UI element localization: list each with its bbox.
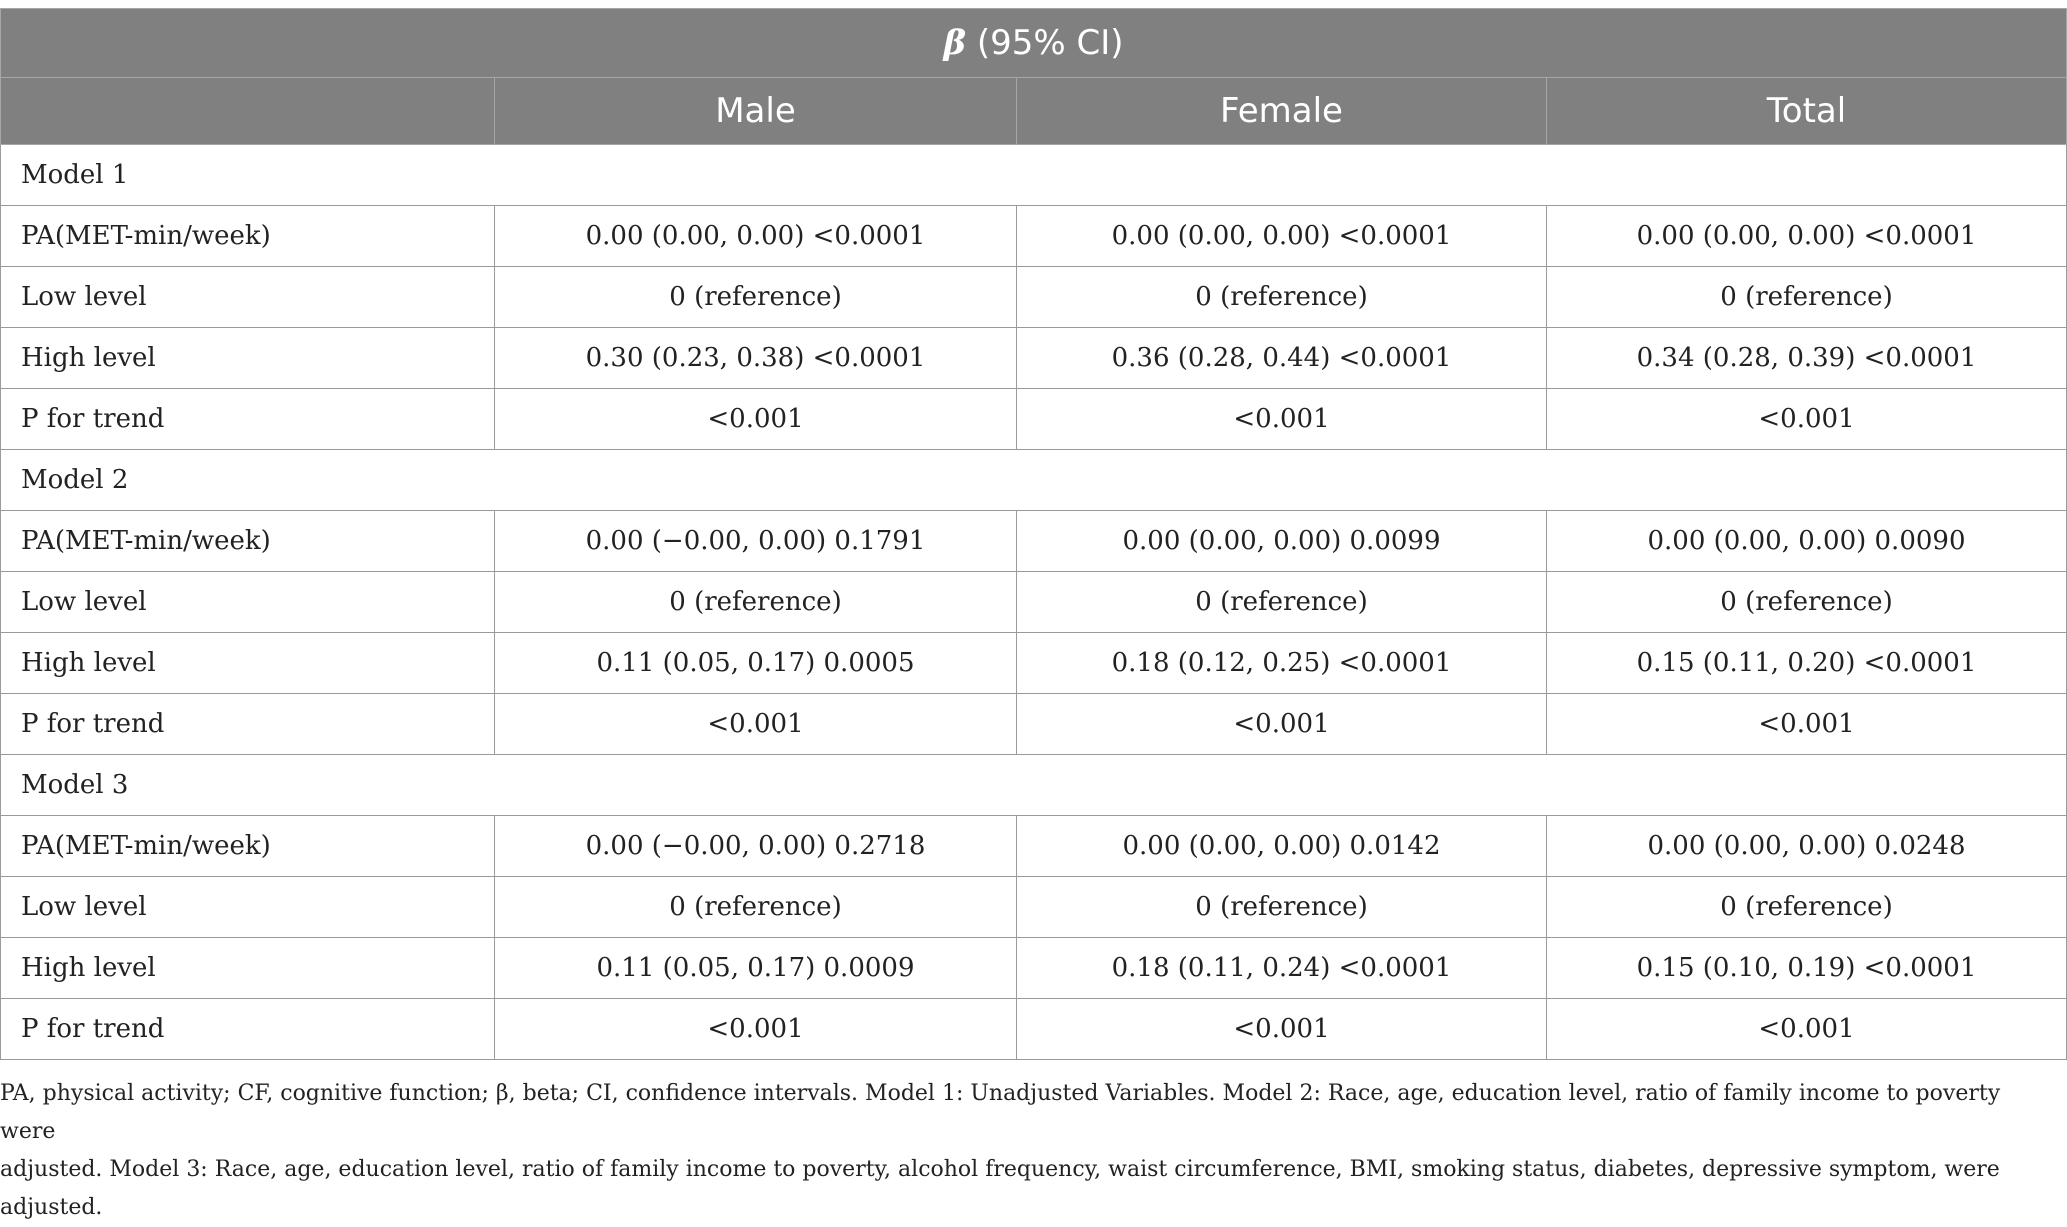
- row-label: High level: [0, 632, 495, 694]
- cell-female: <0.001: [1016, 693, 1547, 755]
- cell-total: 0.34 (0.28, 0.39) <0.0001: [1546, 327, 2067, 389]
- cell-total: <0.001: [1546, 693, 2067, 755]
- row-label: P for trend: [0, 388, 495, 450]
- cell-male: <0.001: [494, 693, 1017, 755]
- cell-male: <0.001: [494, 998, 1017, 1060]
- cell-female: <0.001: [1016, 998, 1547, 1060]
- row-label: P for trend: [0, 693, 495, 755]
- cell-female: 0.36 (0.28, 0.44) <0.0001: [1016, 327, 1547, 389]
- cell-total: <0.001: [1546, 998, 2067, 1060]
- table-row: Low level 0 (reference) 0 (reference) 0 …: [0, 876, 2067, 938]
- column-header-blank: [0, 77, 495, 145]
- cell-male: 0.11 (0.05, 0.17) 0.0009: [494, 937, 1017, 999]
- row-label: PA(MET-min/week): [0, 205, 495, 267]
- table-row: High level 0.11 (0.05, 0.17) 0.0009 0.18…: [0, 937, 2067, 999]
- cell-female: 0.00 (0.00, 0.00) 0.0099: [1016, 510, 1547, 572]
- table-row: PA(MET-min/week) 0.00 (−0.00, 0.00) 0.17…: [0, 510, 2067, 572]
- row-label: Low level: [0, 266, 495, 328]
- header-beta-ci: β (95% CI): [0, 8, 2067, 78]
- cell-female: 0.00 (0.00, 0.00) 0.0142: [1016, 815, 1547, 877]
- cell-male: 0.00 (0.00, 0.00) <0.0001: [494, 205, 1017, 267]
- cell-total: 0.00 (0.00, 0.00) <0.0001: [1546, 205, 2067, 267]
- table-row: P for trend <0.001 <0.001 <0.001: [0, 998, 2067, 1060]
- results-table: β (95% CI) Male Female Total Model 1 PA(…: [0, 8, 2067, 1060]
- table-row: Low level 0 (reference) 0 (reference) 0 …: [0, 571, 2067, 633]
- column-header-total: Total: [1546, 77, 2067, 145]
- cell-female: 0 (reference): [1016, 266, 1547, 328]
- row-label: PA(MET-min/week): [0, 510, 495, 572]
- cell-male: 0 (reference): [494, 876, 1017, 938]
- cell-total: 0.00 (0.00, 0.00) 0.0248: [1546, 815, 2067, 877]
- table-row: P for trend <0.001 <0.001 <0.001: [0, 388, 2067, 450]
- footnote-line-1: PA, physical activity; CF, cognitive fun…: [0, 1081, 2001, 1144]
- results-table-container: β (95% CI) Male Female Total Model 1 PA(…: [0, 8, 2067, 1060]
- footnote-line-2: adjusted. Model 3: Race, age, education …: [0, 1157, 2000, 1220]
- model-row: Model 3: [0, 754, 2067, 816]
- row-label: PA(MET-min/week): [0, 815, 495, 877]
- table-footnote: PA, physical activity; CF, cognitive fun…: [0, 1075, 2060, 1227]
- beta-symbol: β: [943, 23, 967, 63]
- cell-male: 0.00 (−0.00, 0.00) 0.1791: [494, 510, 1017, 572]
- model-row: Model 2: [0, 449, 2067, 511]
- cell-female: 0.00 (0.00, 0.00) <0.0001: [1016, 205, 1547, 267]
- cell-male: 0.11 (0.05, 0.17) 0.0005: [494, 632, 1017, 694]
- header-ci-text: (95% CI): [966, 23, 1124, 63]
- column-header-female: Female: [1016, 77, 1547, 145]
- row-label: High level: [0, 937, 495, 999]
- cell-male: <0.001: [494, 388, 1017, 450]
- table-row: High level 0.11 (0.05, 0.17) 0.0005 0.18…: [0, 632, 2067, 694]
- cell-male: 0.00 (−0.00, 0.00) 0.2718: [494, 815, 1017, 877]
- cell-female: 0.18 (0.11, 0.24) <0.0001: [1016, 937, 1547, 999]
- row-label: Low level: [0, 876, 495, 938]
- cell-male: 0 (reference): [494, 571, 1017, 633]
- cell-female: 0 (reference): [1016, 876, 1547, 938]
- cell-total: 0.00 (0.00, 0.00) 0.0090: [1546, 510, 2067, 572]
- cell-male: 0.30 (0.23, 0.38) <0.0001: [494, 327, 1017, 389]
- cell-total: 0 (reference): [1546, 876, 2067, 938]
- model-row: Model 1: [0, 144, 2067, 206]
- model-label: Model 3: [0, 754, 2067, 816]
- cell-female: <0.001: [1016, 388, 1547, 450]
- header-title-row: β (95% CI): [0, 8, 2067, 78]
- cell-female: 0 (reference): [1016, 571, 1547, 633]
- cell-total: 0 (reference): [1546, 571, 2067, 633]
- cell-total: 0 (reference): [1546, 266, 2067, 328]
- model-label: Model 2: [0, 449, 2067, 511]
- row-label: Low level: [0, 571, 495, 633]
- model-label: Model 1: [0, 144, 2067, 206]
- cell-total: 0.15 (0.10, 0.19) <0.0001: [1546, 937, 2067, 999]
- table-row: High level 0.30 (0.23, 0.38) <0.0001 0.3…: [0, 327, 2067, 389]
- cell-male: 0 (reference): [494, 266, 1017, 328]
- cell-total: 0.15 (0.11, 0.20) <0.0001: [1546, 632, 2067, 694]
- cell-total: <0.001: [1546, 388, 2067, 450]
- table-body: Model 1 PA(MET-min/week) 0.00 (0.00, 0.0…: [0, 144, 2067, 1060]
- table-row: PA(MET-min/week) 0.00 (−0.00, 0.00) 0.27…: [0, 815, 2067, 877]
- row-label: High level: [0, 327, 495, 389]
- column-header-male: Male: [494, 77, 1017, 145]
- table-header: β (95% CI) Male Female Total: [0, 8, 2067, 145]
- table-row: Low level 0 (reference) 0 (reference) 0 …: [0, 266, 2067, 328]
- header-columns-row: Male Female Total: [0, 77, 2067, 145]
- table-row: P for trend <0.001 <0.001 <0.001: [0, 693, 2067, 755]
- cell-female: 0.18 (0.12, 0.25) <0.0001: [1016, 632, 1547, 694]
- table-row: PA(MET-min/week) 0.00 (0.00, 0.00) <0.00…: [0, 205, 2067, 267]
- row-label: P for trend: [0, 998, 495, 1060]
